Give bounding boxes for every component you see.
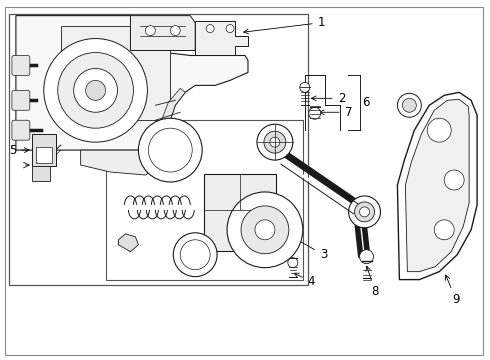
Circle shape: [427, 118, 451, 142]
Text: 1: 1: [244, 16, 325, 34]
Bar: [61, 26, 171, 120]
Circle shape: [206, 24, 214, 32]
Circle shape: [148, 128, 192, 172]
Circle shape: [227, 192, 303, 268]
Circle shape: [44, 39, 147, 142]
Circle shape: [138, 118, 202, 182]
Circle shape: [173, 233, 217, 276]
Circle shape: [257, 124, 293, 160]
Polygon shape: [405, 99, 469, 272]
Circle shape: [58, 53, 133, 128]
Circle shape: [360, 207, 369, 217]
Circle shape: [355, 202, 374, 222]
FancyBboxPatch shape: [204, 174, 276, 251]
Circle shape: [255, 220, 275, 240]
Circle shape: [270, 137, 280, 147]
Circle shape: [360, 250, 373, 264]
FancyBboxPatch shape: [12, 90, 30, 110]
Circle shape: [402, 98, 416, 112]
Polygon shape: [397, 92, 477, 280]
Text: 6: 6: [363, 96, 370, 109]
FancyBboxPatch shape: [32, 166, 50, 181]
Text: 5: 5: [9, 144, 29, 157]
Polygon shape: [81, 150, 165, 175]
FancyBboxPatch shape: [12, 55, 30, 75]
Text: 4: 4: [294, 273, 315, 288]
Text: 2: 2: [312, 92, 345, 105]
FancyBboxPatch shape: [12, 120, 30, 140]
Circle shape: [397, 93, 421, 117]
Circle shape: [86, 80, 105, 100]
Text: 9: 9: [445, 275, 460, 306]
Circle shape: [146, 26, 155, 36]
Polygon shape: [152, 88, 185, 145]
Text: 3: 3: [283, 231, 327, 261]
Circle shape: [434, 220, 454, 240]
Circle shape: [444, 170, 464, 190]
Text: 7: 7: [319, 106, 352, 119]
Circle shape: [288, 258, 298, 268]
Polygon shape: [130, 15, 195, 50]
FancyBboxPatch shape: [32, 134, 56, 166]
Polygon shape: [195, 21, 248, 55]
Circle shape: [300, 82, 310, 92]
Circle shape: [180, 240, 210, 270]
FancyBboxPatch shape: [36, 147, 52, 163]
Text: 8: 8: [366, 266, 379, 298]
Circle shape: [241, 206, 289, 254]
Circle shape: [309, 107, 321, 119]
Bar: [105, 120, 303, 280]
Circle shape: [74, 68, 118, 112]
Circle shape: [348, 196, 380, 228]
Polygon shape: [119, 234, 138, 252]
Bar: [9, 14, 308, 285]
Polygon shape: [16, 15, 248, 150]
Circle shape: [226, 24, 234, 32]
Circle shape: [264, 131, 286, 153]
Circle shape: [171, 26, 180, 36]
